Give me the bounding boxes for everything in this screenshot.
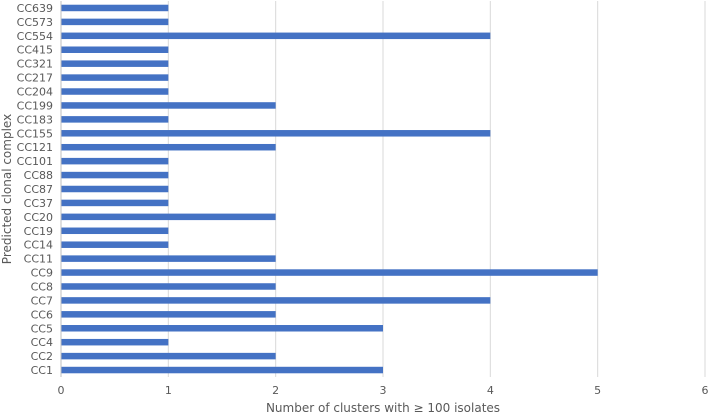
bar-cc88 xyxy=(61,171,169,179)
bar-cc204 xyxy=(61,88,169,95)
y-tick-label: CC11 xyxy=(24,253,53,266)
bar-cc2 xyxy=(61,352,276,360)
bar-cc8 xyxy=(61,283,276,290)
bar-cc639 xyxy=(61,4,169,12)
bar-cc217 xyxy=(61,74,169,81)
y-tick-label: CC573 xyxy=(17,16,53,29)
y-tick-label: CC14 xyxy=(24,239,53,252)
y-tick-label: CC121 xyxy=(17,141,53,154)
y-tick-label: CC6 xyxy=(31,308,53,321)
bar-cc37 xyxy=(61,199,169,207)
y-tick-label: CC20 xyxy=(24,211,53,224)
bar-cc87 xyxy=(61,185,169,193)
y-tick-label: CC199 xyxy=(17,99,53,112)
x-tick-label: 3 xyxy=(380,384,387,397)
y-tick-label: CC101 xyxy=(17,155,53,168)
bar-cc121 xyxy=(61,143,276,151)
y-tick-label: CC87 xyxy=(24,183,53,196)
gridlines xyxy=(167,1,706,377)
y-tick-label: CC8 xyxy=(31,280,53,293)
y-tick-label: CC204 xyxy=(17,86,53,99)
bar-cc415 xyxy=(61,46,169,53)
bars xyxy=(61,4,598,374)
bar-cc7 xyxy=(61,297,491,304)
x-tick-label: 2 xyxy=(272,384,279,397)
x-tick-label: 1 xyxy=(165,384,172,397)
bar-cc1 xyxy=(61,366,383,374)
y-tick-label: CC9 xyxy=(31,267,53,280)
y-tick-label: CC217 xyxy=(17,72,53,85)
bar-cc6 xyxy=(61,311,276,318)
x-tick-labels: 0 1 2 3 4 5 6 xyxy=(58,384,709,397)
bar-cc19 xyxy=(61,227,169,235)
bar-cc20 xyxy=(61,213,276,221)
y-tick-label: CC37 xyxy=(24,197,53,210)
bar-cc14 xyxy=(61,241,169,248)
y-tick-labels: CC1CC2CC4CC5CC6CC7CC8CC9CC11CC14CC19CC20… xyxy=(17,2,53,377)
y-tick-label: CC1 xyxy=(31,364,53,377)
bar-cc11 xyxy=(61,255,276,262)
bar-cc321 xyxy=(61,60,169,67)
y-tick-label: CC88 xyxy=(24,169,53,182)
y-tick-label: CC183 xyxy=(17,113,53,126)
y-axis-title: Predicted clonal complex xyxy=(0,114,14,264)
y-tick-label: CC415 xyxy=(17,44,53,57)
y-tick-label: CC4 xyxy=(31,336,53,349)
bar-cc4 xyxy=(61,338,169,346)
y-tick-label: CC639 xyxy=(17,2,53,15)
y-tick-label: CC5 xyxy=(31,322,53,335)
bar-cc101 xyxy=(61,157,169,165)
bar-cc155 xyxy=(61,130,491,137)
bar-cc573 xyxy=(61,18,169,26)
x-axis-title: Number of clusters with ≥ 100 isolates xyxy=(266,401,500,415)
x-tick-label: 4 xyxy=(487,384,494,397)
bar-cc5 xyxy=(61,325,383,332)
bar-cc9 xyxy=(61,269,598,276)
y-tick-label: CC554 xyxy=(17,30,53,43)
x-tick-label: 6 xyxy=(702,384,709,397)
bar-cc183 xyxy=(61,116,169,123)
y-tick-label: CC321 xyxy=(17,58,53,71)
x-tick-label: 0 xyxy=(58,384,65,397)
y-tick-label: CC19 xyxy=(24,225,53,238)
y-tick-label: CC2 xyxy=(31,350,53,363)
y-tick-label: CC7 xyxy=(31,294,53,307)
y-tick-label: CC155 xyxy=(17,127,53,140)
bar-cc199 xyxy=(61,102,276,109)
x-tick-label: 5 xyxy=(594,384,601,397)
bar-cc554 xyxy=(61,32,491,40)
